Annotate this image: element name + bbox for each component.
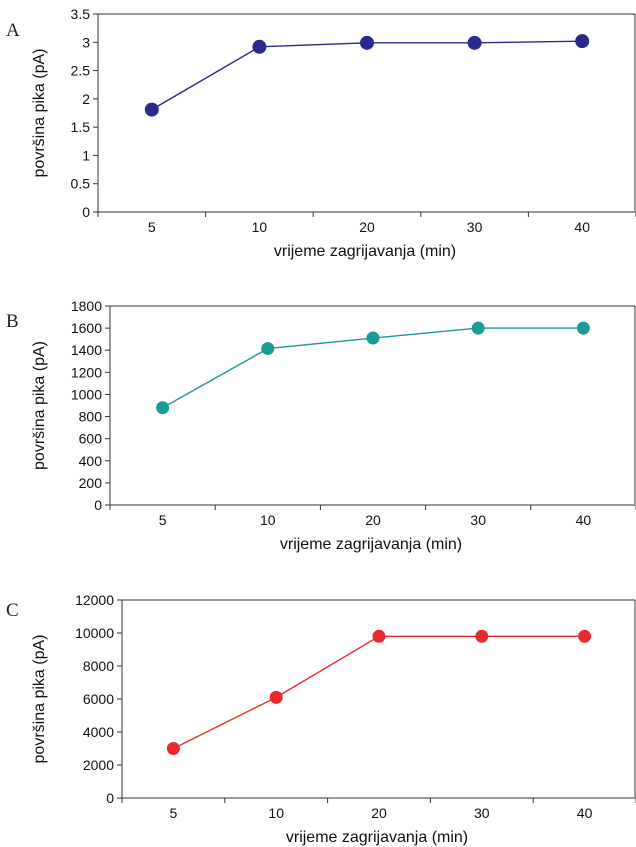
data-point — [366, 331, 380, 345]
y-tick-label: 600 — [79, 431, 103, 447]
data-point — [475, 629, 489, 643]
x-tick-label: 10 — [268, 805, 284, 821]
y-tick-label: 1600 — [71, 320, 102, 336]
y-tick-label: 0 — [94, 497, 102, 513]
data-point — [578, 629, 592, 643]
y-tick-label: 0 — [82, 204, 90, 220]
y-tick-label: 12000 — [75, 592, 114, 608]
x-axis-title: vrijeme zagrijavanja (min) — [280, 536, 462, 553]
x-tick-label: 30 — [467, 219, 483, 235]
x-tick-label: 40 — [576, 512, 592, 528]
x-tick-label: 10 — [252, 219, 268, 235]
y-tick-label: 3 — [82, 34, 90, 50]
panel-letter: A — [6, 20, 20, 41]
x-tick-label: 5 — [148, 219, 156, 235]
x-tick-label: 10 — [260, 512, 276, 528]
series-line — [151, 40, 583, 111]
y-tick-label: 1400 — [71, 342, 102, 358]
panel-letter: C — [6, 600, 19, 621]
y-tick-label: 400 — [79, 453, 103, 469]
y-tick-label: 3.5 — [71, 6, 91, 22]
x-tick-label: 30 — [470, 512, 486, 528]
y-axis-title: površina pika (pA) — [31, 635, 48, 764]
data-point — [471, 321, 485, 335]
y-tick-label: 1.5 — [71, 119, 91, 135]
y-tick-label: 4000 — [83, 724, 114, 740]
x-tick-label: 20 — [359, 219, 375, 235]
data-point — [269, 690, 283, 704]
y-tick-label: 1200 — [71, 364, 102, 380]
data-point — [156, 401, 170, 415]
y-tick-label: 0.5 — [71, 176, 91, 192]
x-tick-label: 20 — [365, 512, 381, 528]
x-tick-label: 40 — [574, 219, 590, 235]
chart-panel-a: A 0 0.5 1 1.5 2 2.5 3 3.5 5 10 20 30 40 vrijeme zagrij… — [6, 6, 636, 260]
data-point — [575, 34, 590, 49]
y-tick-label: 8000 — [83, 658, 114, 674]
chart-panel-b: B 0 200 400 600 800 1000 1200 1400 1600 1800 5 10 20 3… — [6, 298, 636, 553]
y-tick-label: 2.5 — [71, 63, 91, 79]
x-tick-label: 30 — [474, 805, 490, 821]
x-tick-label: 5 — [159, 512, 167, 528]
y-tick-label: 200 — [79, 475, 103, 491]
data-point — [144, 102, 159, 117]
y-tick-label: 1800 — [71, 298, 102, 314]
series-line — [173, 635, 585, 750]
x-tick-label: 20 — [371, 805, 387, 821]
x-tick-label: 40 — [577, 805, 593, 821]
data-point — [360, 35, 374, 50]
y-axis-title: površina pika (pA) — [31, 341, 48, 470]
y-tick-label: 2000 — [83, 757, 114, 773]
data-point — [467, 35, 482, 50]
chart-panel-c: C 0 2000 4000 6000 8000 10000 12000 5 10 20 30 40 vri… — [6, 592, 636, 846]
y-tick-label: 10000 — [75, 625, 114, 641]
data-point — [252, 39, 267, 54]
y-tick-label: 800 — [79, 409, 103, 425]
x-axis-title: vrijeme zagrijavanja (min) — [274, 243, 456, 260]
panel-letter: B — [6, 311, 19, 332]
y-axis-title: površina pika (pA) — [31, 49, 48, 178]
y-tick-label: 0 — [106, 790, 114, 806]
data-point — [166, 742, 180, 755]
y-tick-label: 6000 — [83, 691, 114, 707]
x-tick-label: 5 — [170, 805, 178, 821]
y-tick-label: 2 — [82, 91, 90, 107]
data-point — [576, 321, 590, 335]
data-point — [372, 629, 386, 643]
x-axis-title: vrijeme zagrijavanja (min) — [286, 829, 468, 846]
y-tick-label: 1000 — [71, 386, 102, 402]
data-point — [261, 342, 275, 356]
y-tick-label: 1 — [82, 147, 90, 163]
